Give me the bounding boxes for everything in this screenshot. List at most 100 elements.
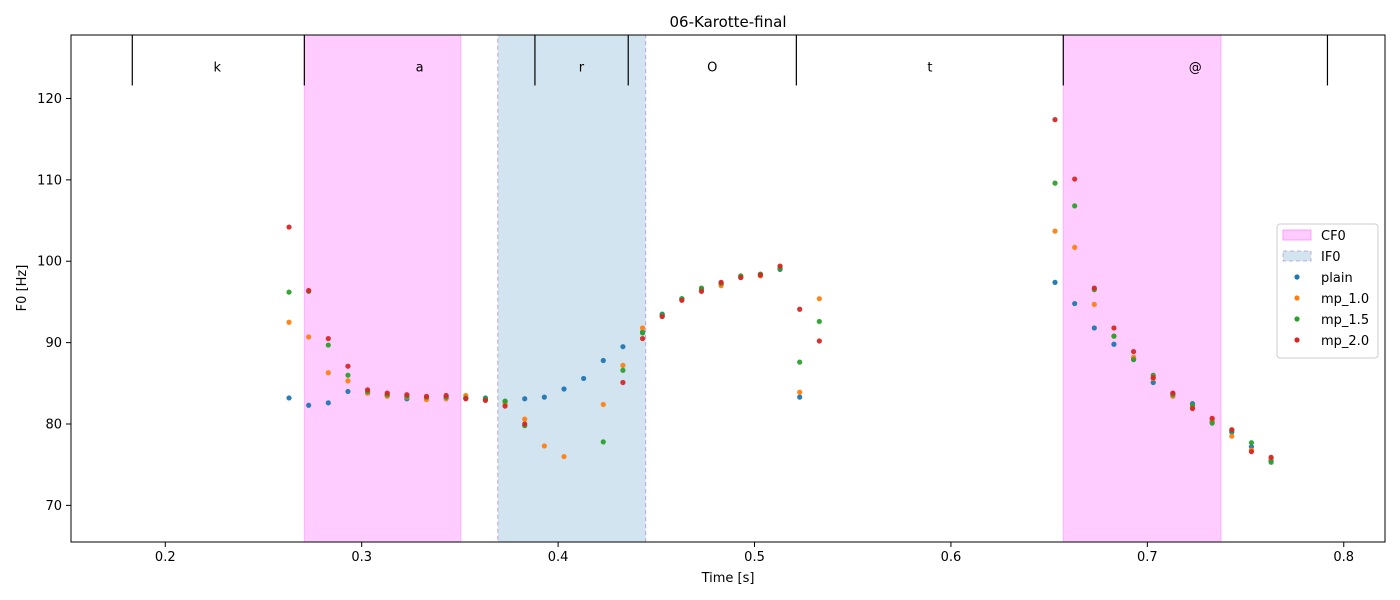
point-mp_1.0-14 bbox=[561, 453, 567, 460]
legend-marker-plain bbox=[1294, 274, 1300, 280]
x-tick-label-6: 0.8 bbox=[1333, 550, 1354, 565]
y-tick-label-3: 100 bbox=[37, 255, 62, 270]
point-plain-3 bbox=[345, 388, 351, 395]
point-mp_1.0-16 bbox=[620, 362, 626, 369]
point-mp_2.0-12 bbox=[522, 421, 528, 427]
point-plain-13 bbox=[541, 394, 547, 400]
point-plain-26 bbox=[797, 394, 803, 400]
point-mp_1.0-17 bbox=[639, 325, 646, 331]
region-cf0-2 bbox=[1062, 34, 1222, 543]
point-plain-30 bbox=[1111, 341, 1117, 347]
point-plain-28 bbox=[1072, 300, 1078, 307]
point-mp_1.5-2 bbox=[325, 342, 331, 348]
point-mp_2.0-18 bbox=[718, 279, 724, 285]
point-mp_2.0-8 bbox=[443, 392, 449, 399]
point-mp_2.0-2 bbox=[325, 335, 331, 342]
y-tick-label-4: 110 bbox=[37, 173, 62, 188]
point-mp_2.0-29 bbox=[1150, 375, 1156, 381]
region-cf0-0 bbox=[303, 34, 462, 543]
point-mp_2.0-9 bbox=[463, 396, 469, 402]
point-plain-29 bbox=[1091, 325, 1097, 331]
legend-label-1: IF0 bbox=[1321, 250, 1341, 265]
point-mp_1.5-26 bbox=[1072, 203, 1078, 209]
point-mp_2.0-32 bbox=[1209, 415, 1215, 421]
point-mp_2.0-30 bbox=[1170, 390, 1176, 396]
point-mp_1.5-24 bbox=[816, 318, 822, 325]
y-axis-label: F0 [Hz] bbox=[15, 265, 30, 312]
legend-label-5: mp_2.0 bbox=[1321, 334, 1369, 349]
point-mp_2.0-27 bbox=[1111, 325, 1117, 331]
point-mp_2.0-10 bbox=[482, 397, 489, 403]
legend-label-0: CF0 bbox=[1321, 229, 1346, 244]
x-tick-label-2: 0.4 bbox=[548, 550, 569, 565]
phone-label-5: @ bbox=[1189, 61, 1202, 76]
point-mp_2.0-0 bbox=[286, 224, 292, 230]
x-tick-label-0: 0.2 bbox=[155, 550, 176, 565]
point-mp_2.0-15 bbox=[659, 313, 665, 320]
phone-boundaries-layer bbox=[131, 35, 1329, 86]
point-mp_1.5-11 bbox=[502, 398, 508, 404]
point-mp_1.0-3 bbox=[345, 378, 351, 384]
point-mp_1.5-13 bbox=[600, 439, 606, 445]
phone-label-4: t bbox=[927, 61, 932, 76]
point-mp_2.0-1 bbox=[306, 287, 312, 294]
chart-title: 06-Karotte-final bbox=[670, 13, 787, 31]
plot-frame bbox=[70, 34, 1386, 543]
point-mp_1.0-25 bbox=[797, 389, 803, 395]
legend-marker-mp_2-0 bbox=[1294, 337, 1300, 343]
phone-label-3: O bbox=[707, 61, 717, 76]
region-if0-1 bbox=[497, 34, 647, 543]
y-axis: 70 80 90 100 110 120 bbox=[37, 92, 71, 514]
legend-label-2: plain bbox=[1321, 271, 1353, 286]
point-mp_1.5-33 bbox=[1209, 420, 1215, 426]
point-mp_1.5-23 bbox=[797, 359, 803, 365]
point-mp_2.0-23 bbox=[816, 338, 822, 344]
point-mp_1.0-36 bbox=[1229, 433, 1235, 439]
point-mp_2.0-16 bbox=[679, 297, 685, 303]
legend-swatch-cf0 bbox=[1282, 229, 1312, 241]
point-mp_1.5-29 bbox=[1130, 357, 1137, 363]
point-plain-2 bbox=[325, 400, 331, 406]
point-mp_1.5-15 bbox=[639, 330, 646, 336]
point-mp_1.0-15 bbox=[600, 401, 606, 408]
point-mp_2.0-14 bbox=[639, 335, 646, 342]
point-mp_2.0-21 bbox=[777, 263, 783, 269]
point-plain-15 bbox=[581, 375, 587, 382]
point-mp_1.0-2 bbox=[325, 370, 331, 376]
point-mp_1.0-13 bbox=[541, 443, 547, 449]
point-mp_1.0-12 bbox=[522, 416, 528, 422]
y-tick-label-5: 120 bbox=[37, 92, 62, 107]
point-mp_1.0-27 bbox=[1052, 228, 1058, 234]
legend-frame bbox=[1276, 223, 1379, 359]
x-tick-label-4: 0.6 bbox=[941, 550, 962, 565]
x-axis: 0.2 0.3 0.4 0.5 0.6 0.7 0.8 bbox=[155, 542, 1354, 565]
legend-label-3: mp_1.0 bbox=[1321, 292, 1369, 307]
point-mp_2.0-5 bbox=[384, 390, 390, 396]
point-plain-12 bbox=[522, 396, 528, 402]
point-mp_1.0-26 bbox=[816, 296, 822, 302]
phone-label-0: k bbox=[214, 61, 222, 76]
point-mp_2.0-34 bbox=[1248, 449, 1255, 455]
point-plain-1 bbox=[306, 402, 312, 408]
point-mp_2.0-28 bbox=[1130, 348, 1137, 355]
y-tick-label-1: 80 bbox=[45, 417, 62, 432]
point-plain-32 bbox=[1150, 379, 1156, 386]
point-plain-27 bbox=[1052, 279, 1058, 285]
point-plain-17 bbox=[620, 344, 626, 350]
point-mp_1.5-35 bbox=[1248, 440, 1255, 446]
point-mp_2.0-7 bbox=[423, 393, 430, 399]
regions-layer bbox=[303, 34, 1222, 543]
point-plain-0 bbox=[286, 395, 292, 401]
y-tick-label-0: 70 bbox=[45, 499, 62, 514]
x-tick-label-5: 0.7 bbox=[1137, 550, 1158, 565]
point-mp_1.5-25 bbox=[1052, 180, 1058, 186]
legend-marker-mp_1-0 bbox=[1294, 295, 1300, 301]
point-mp_2.0-6 bbox=[404, 392, 410, 398]
point-mp_2.0-20 bbox=[757, 272, 764, 278]
legend: CF0 IF0 plain mp_1.0 mp_1.5 mp_2.0 bbox=[1276, 223, 1379, 359]
point-mp_1.0-29 bbox=[1091, 301, 1097, 307]
point-mp_2.0-19 bbox=[738, 274, 744, 281]
